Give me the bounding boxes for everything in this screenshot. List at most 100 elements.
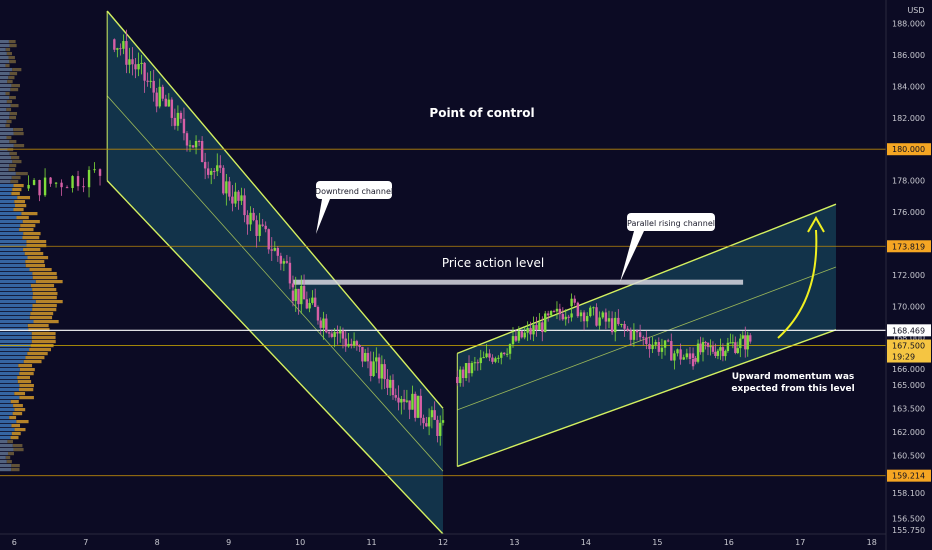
price-axis[interactable]: USD 188.000 186.000 184.000 182.000 180.000 1…	[885, 0, 932, 550]
candle-down-a-body	[152, 80, 155, 93]
volume-bar-left	[0, 64, 6, 68]
candle-down-b-body	[311, 297, 314, 303]
candle-down-b-body	[366, 352, 370, 362]
volume-bar-right	[13, 208, 24, 212]
candle-up-a-body	[456, 376, 459, 384]
volume-bar-right	[32, 304, 57, 308]
volume-bar-left	[0, 88, 11, 92]
candle-down-a-body	[167, 99, 171, 107]
volume-bar-left	[0, 172, 16, 176]
volume-bar-left	[0, 228, 20, 232]
candle-pre-body	[82, 186, 85, 188]
volume-bar-right	[16, 216, 29, 220]
candle-up-a-body	[564, 316, 567, 320]
volume-bar-right	[26, 244, 47, 248]
candle-down-a-body	[243, 195, 246, 216]
volume-bar-left	[0, 388, 20, 392]
candle-down-a-body	[252, 212, 255, 221]
candle-down-a-body	[249, 212, 252, 225]
price-tick-label: 170.000	[892, 302, 925, 311]
candle-down-b-body	[350, 343, 353, 346]
candle-up-b-body	[582, 312, 586, 322]
rising-channel-callout: Parallel rising channel	[620, 213, 715, 282]
candle-down-a-body	[131, 59, 134, 65]
candle-up-b-body	[682, 357, 685, 360]
price-tick-label: 158.100	[892, 489, 925, 498]
volume-bar-right	[27, 324, 49, 328]
volume-bar-left	[0, 340, 32, 344]
volume-bar-left	[0, 164, 10, 168]
candle-down-a-body	[125, 41, 128, 65]
volume-bar-right	[19, 384, 34, 388]
parallel-rising-channel-label: Parallel rising channel	[627, 219, 715, 228]
candle-pre-body	[87, 169, 91, 188]
candle-pre-body	[93, 169, 96, 171]
volume-bar-left	[0, 180, 11, 184]
candle-down-a-body	[134, 64, 137, 70]
candle-up-a-body	[485, 353, 488, 358]
volume-bar-left	[0, 80, 8, 84]
time-axis[interactable]: 6 7 8 9 10 11 12 13 14 15 16 17 18	[0, 533, 886, 547]
candle-up-b-body	[666, 340, 670, 342]
candle-down-a-body	[261, 224, 264, 226]
volume-bar-left	[0, 356, 26, 360]
candle-up-a-body	[467, 363, 471, 374]
candle-up-a-body	[517, 331, 521, 341]
candle-up-c-body	[719, 347, 722, 351]
volume-bar-left	[0, 396, 20, 400]
candle-down-a-body	[240, 195, 243, 201]
volume-bar-right	[32, 292, 58, 296]
candle-up-b-body	[685, 353, 689, 358]
candle-down-a-body	[128, 59, 131, 65]
volume-bar-right	[8, 168, 16, 172]
candle-pre-body	[38, 179, 41, 196]
volume-bar-left	[0, 432, 12, 436]
volume-bar-left	[0, 144, 14, 148]
volume-bar-left	[0, 256, 28, 260]
volume-bar-left	[0, 276, 33, 280]
volume-bar-right	[6, 136, 12, 140]
price-tick-label: 184.000	[892, 82, 925, 91]
volume-bar-left	[0, 224, 21, 228]
candle-up-c-body	[726, 342, 730, 351]
candle-down-b-body	[330, 333, 334, 337]
candle-up-c-body	[724, 350, 727, 357]
candle-up-b-body	[607, 318, 611, 322]
candle-up-c-body	[721, 347, 725, 357]
time-tick-label: 8	[155, 538, 160, 547]
candle-down-a-body	[137, 63, 140, 70]
candle-down-a-body	[170, 99, 174, 118]
time-tick-label: 15	[652, 538, 662, 547]
time-tick-label: 17	[795, 538, 805, 547]
candle-down-b-body	[338, 330, 342, 334]
down-channel-fill	[107, 10, 443, 534]
candle-down-b-body	[352, 341, 356, 346]
candle-down-b-body	[308, 302, 311, 309]
candle-up-a-body	[508, 344, 512, 354]
candle-down-a-body	[188, 145, 192, 147]
candle-down-a-body	[264, 225, 267, 230]
volume-bar-left	[0, 120, 7, 124]
candle-down-a-body	[161, 86, 164, 99]
volume-bar-left	[0, 392, 15, 396]
volume-bar-right	[22, 220, 40, 224]
candle-down-a-body	[200, 141, 204, 163]
volume-bar-right	[12, 68, 22, 72]
candle-down-a-body	[246, 215, 249, 225]
volume-bar-right	[19, 388, 34, 392]
volume-bar-left	[0, 100, 7, 104]
candle-up-a-body	[473, 362, 477, 364]
candle-down-b-body	[358, 345, 361, 347]
candle-up-a-body	[476, 362, 480, 364]
price-tick-label: 176.000	[892, 208, 925, 217]
volume-bar-left	[0, 128, 14, 132]
volume-bar-left	[0, 108, 7, 112]
candle-down-a-body	[258, 224, 261, 236]
time-tick-label: 14	[581, 538, 591, 547]
candle-down-b-body	[400, 398, 403, 403]
candle-down-a-body	[231, 196, 234, 204]
volume-bar-left	[0, 56, 9, 60]
candle-up-a-body	[538, 322, 541, 330]
candle-up-c-body	[744, 335, 747, 350]
